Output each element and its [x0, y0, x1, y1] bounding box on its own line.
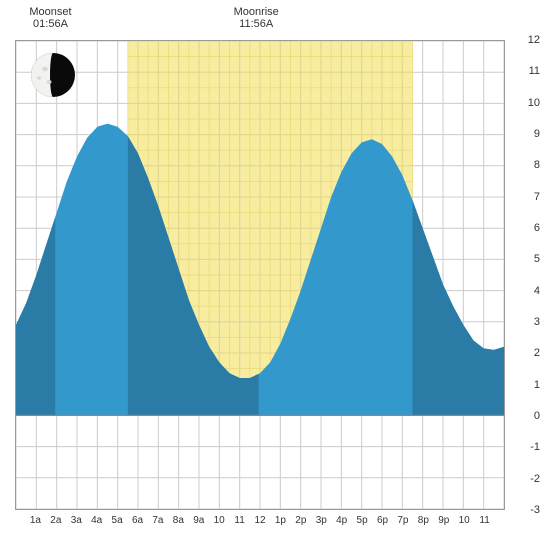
y-tick: 12: [528, 34, 540, 46]
x-tick: 4p: [336, 515, 347, 526]
x-tick: 1p: [275, 515, 286, 526]
x-tick: 10: [214, 515, 225, 526]
x-tick: 3a: [71, 515, 82, 526]
x-axis: 1a 2a 3a 4a 5a 6a 7a 8a 9a 10 11 12 1p 2p 3p 4p 5p 6p 7p 8p…: [15, 515, 505, 535]
x-tick: 9p: [438, 515, 449, 526]
x-tick: 5p: [357, 515, 368, 526]
x-tick: 11: [234, 515, 244, 526]
y-tick: 4: [534, 285, 540, 297]
header-labels: Moonset 01:56A Moonrise 11:56A: [0, 6, 505, 36]
x-tick: 5a: [112, 515, 123, 526]
y-tick: 1: [534, 379, 540, 391]
y-tick: -1: [530, 441, 540, 453]
x-tick: 6a: [132, 515, 143, 526]
moonset-time: 01:56A: [29, 18, 71, 30]
y-tick: 2: [534, 347, 540, 359]
x-tick: 12: [254, 515, 265, 526]
y-tick: 6: [534, 222, 540, 234]
x-tick: 11: [479, 515, 489, 526]
moon-phase-icon: [30, 52, 76, 98]
y-tick: 11: [529, 65, 540, 77]
y-axis: -3-2-10123456789101112: [510, 40, 540, 510]
y-tick: 0: [534, 410, 540, 422]
x-tick: 8a: [173, 515, 184, 526]
moonset-label: Moonset 01:56A: [29, 6, 71, 30]
x-tick: 8p: [418, 515, 429, 526]
x-tick: 1a: [30, 515, 41, 526]
moonrise-title: Moonrise: [234, 6, 279, 18]
y-tick: 9: [534, 128, 540, 140]
plot-svg: [16, 41, 504, 509]
y-tick: 8: [534, 159, 540, 171]
x-tick: 2p: [295, 515, 306, 526]
x-tick: 4a: [91, 515, 102, 526]
x-tick: 2a: [50, 515, 61, 526]
moonrise-label: Moonrise 11:56A: [234, 6, 279, 30]
x-tick: 3p: [316, 515, 327, 526]
y-tick: 7: [534, 191, 540, 203]
y-tick: -3: [530, 504, 540, 516]
y-tick: 5: [534, 253, 540, 265]
tide-chart-container: Moonset 01:56A Moonrise 11:56A -3-2-1012…: [0, 0, 550, 550]
x-tick: 9a: [193, 515, 204, 526]
x-tick: 7a: [152, 515, 163, 526]
y-tick: -2: [530, 473, 540, 485]
x-tick: 7p: [397, 515, 408, 526]
moonset-title: Moonset: [29, 6, 71, 18]
x-tick: 10: [459, 515, 470, 526]
y-tick: 3: [534, 316, 540, 328]
x-tick: 6p: [377, 515, 388, 526]
moonrise-time: 11:56A: [234, 18, 279, 30]
y-tick: 10: [528, 97, 540, 109]
plot-area: [15, 40, 505, 510]
